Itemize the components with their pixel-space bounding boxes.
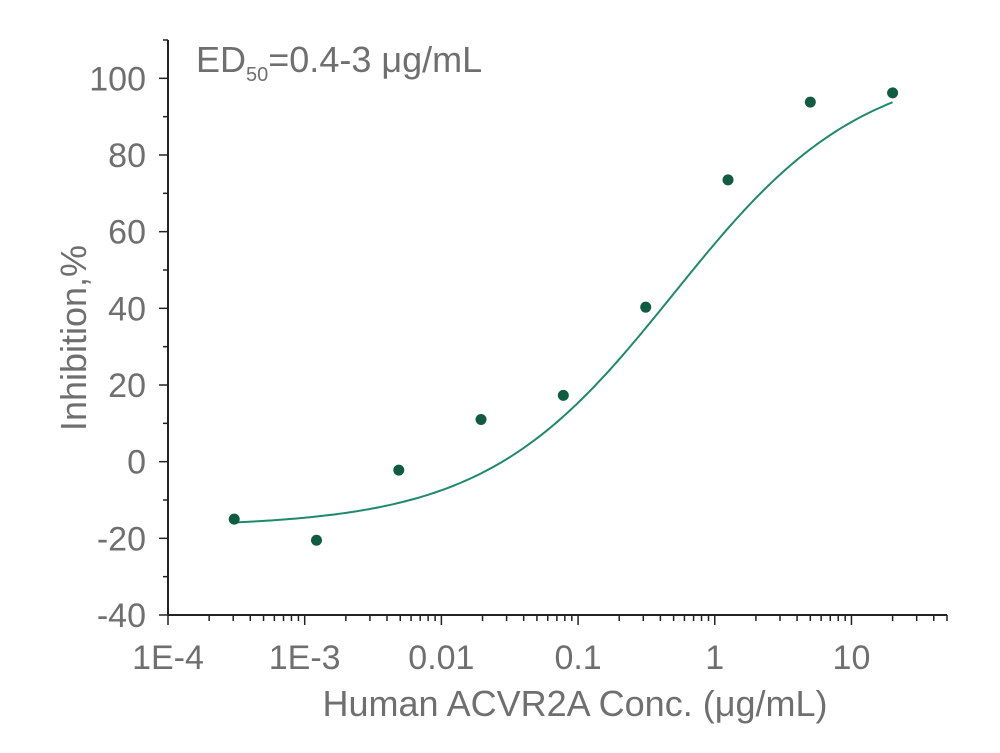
x-ticks: 1E-4 1E-3 0.01 0.1 1 10 <box>132 615 948 677</box>
data-point <box>228 513 240 525</box>
x-tick-label: 10 <box>833 639 871 677</box>
data-point <box>393 464 405 476</box>
y-tick-label: -40 <box>97 597 146 635</box>
x-tick-label: 1 <box>705 639 724 677</box>
fit-curve <box>234 101 893 524</box>
x-tick-label: 1E-4 <box>132 639 204 677</box>
y-tick-label: 20 <box>108 367 146 405</box>
data-points <box>228 87 899 546</box>
data-point <box>722 174 734 186</box>
axes <box>167 40 947 616</box>
y-tick-label: -20 <box>97 520 146 558</box>
data-point <box>640 301 652 313</box>
data-point <box>310 534 322 546</box>
data-point <box>475 414 487 425</box>
x-tick-label: 0.1 <box>554 639 601 677</box>
annotation-suffix: =0.4-3 μg/mL <box>268 39 482 80</box>
y-tick-label: 100 <box>89 60 146 98</box>
x-tick-label: 0.01 <box>408 639 474 677</box>
y-tick-label: 40 <box>108 290 146 328</box>
data-point <box>887 87 899 99</box>
annotation-subscript: 50 <box>246 64 268 86</box>
y-tick-label: 0 <box>127 444 146 482</box>
ed50-annotation: ED50=0.4-3 μg/mL <box>196 39 482 86</box>
data-point <box>804 96 816 108</box>
x-tick-label: 1E-3 <box>269 639 341 677</box>
x-axis-title: Human ACVR2A Conc. (μg/mL) <box>323 683 828 724</box>
y-ticks: -40 -20 0 20 40 60 80 100 <box>89 39 168 635</box>
y-tick-label: 60 <box>108 214 146 252</box>
data-point <box>557 389 569 401</box>
y-axis-title: Inhibition,% <box>53 245 94 431</box>
annotation-prefix: ED <box>196 39 246 80</box>
y-tick-label: 80 <box>108 137 146 175</box>
